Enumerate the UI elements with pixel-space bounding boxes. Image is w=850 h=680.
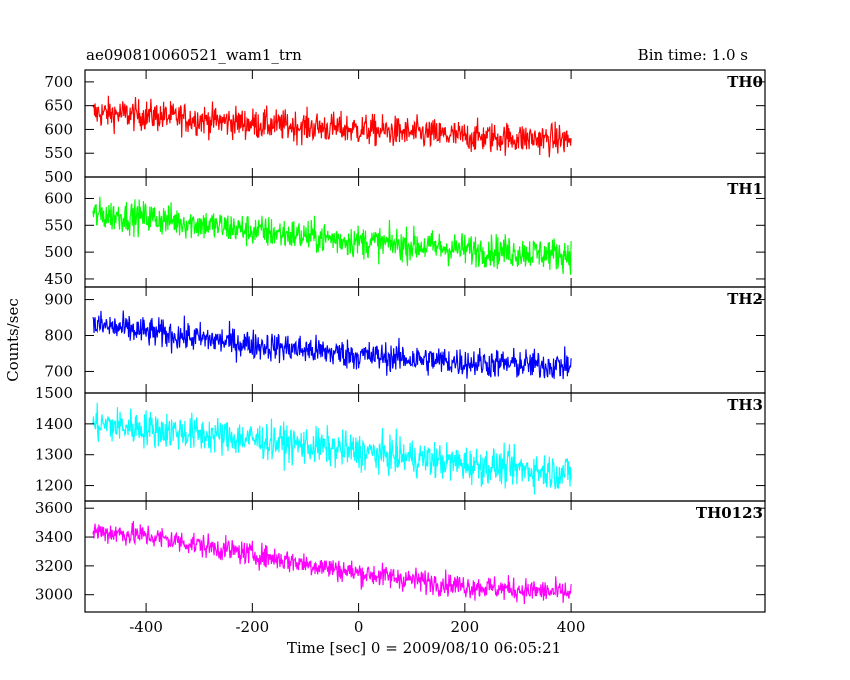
y-tick-label: 1200 — [35, 477, 73, 495]
bin-time-label: Bin time: 1.0 s — [638, 46, 748, 64]
chart-title: ae090810060521_wam1_trn — [86, 46, 302, 64]
y-tick-label: 1300 — [35, 446, 73, 464]
panel-th1: 450 500 550 600 TH1 — [44, 176, 766, 288]
panel-th2: 700 800 900 TH2 — [44, 286, 766, 394]
panel-frame-th0123 — [84, 500, 766, 613]
y-tick-label: 500 — [44, 243, 73, 261]
y-tick-label: 550 — [44, 144, 73, 162]
y-tick-label: 3400 — [35, 528, 73, 546]
y-tick-label: 600 — [44, 120, 73, 138]
y-tick-label: 700 — [44, 73, 73, 91]
x-tick-label: 0 — [354, 618, 364, 636]
y-tick-label: 650 — [44, 97, 73, 115]
x-tick-label: -400 — [129, 618, 163, 636]
y-tick-label: 550 — [44, 216, 73, 234]
y-tick-label: 700 — [44, 362, 73, 380]
y-tick-label: 450 — [44, 270, 73, 288]
panel-th0123: 3000 3200 3400 3600 TH0123 — [35, 499, 766, 613]
panel-th3: 1200 1300 1400 1500 TH3 — [35, 384, 766, 502]
y-tick-label: 3600 — [35, 499, 73, 517]
panel-label-th2: TH2 — [727, 290, 763, 308]
y-tick-label: 800 — [44, 327, 73, 345]
y-axis-label: Counts/sec — [4, 298, 22, 382]
series-line-th2 — [92, 310, 572, 380]
panels-group: 500 550 600 650 700 TH0 450 500 550 600 TH1 700 800 9… — [35, 69, 766, 636]
x-tick-label: 200 — [451, 618, 480, 636]
series-line-th1 — [92, 196, 572, 275]
x-axis-label: Time [sec] 0 = 2009/08/10 06:05:21 — [287, 639, 561, 657]
y-tick-label: 600 — [44, 189, 73, 207]
x-tick-label: 400 — [557, 618, 586, 636]
y-tick-label: 3000 — [35, 586, 73, 604]
y-tick-label: 1500 — [35, 384, 73, 402]
y-tick-label: 1400 — [35, 415, 73, 433]
series-line-th0 — [92, 95, 572, 158]
panel-label-th3: TH3 — [727, 396, 763, 414]
y-tick-label: 3200 — [35, 557, 73, 575]
panel-label-th1: TH1 — [727, 180, 763, 198]
panel-label-th0123: TH0123 — [696, 504, 763, 522]
panel-frame-th1 — [84, 176, 766, 288]
y-tick-label: 500 — [44, 168, 73, 186]
series-line-th0123 — [92, 520, 572, 604]
series-line-th3 — [92, 402, 572, 495]
panel-th0: 500 550 600 650 700 TH0 — [44, 69, 766, 186]
x-tick-label: -200 — [235, 618, 269, 636]
panel-label-th0: TH0 — [727, 73, 763, 91]
y-tick-label: 900 — [44, 291, 73, 309]
